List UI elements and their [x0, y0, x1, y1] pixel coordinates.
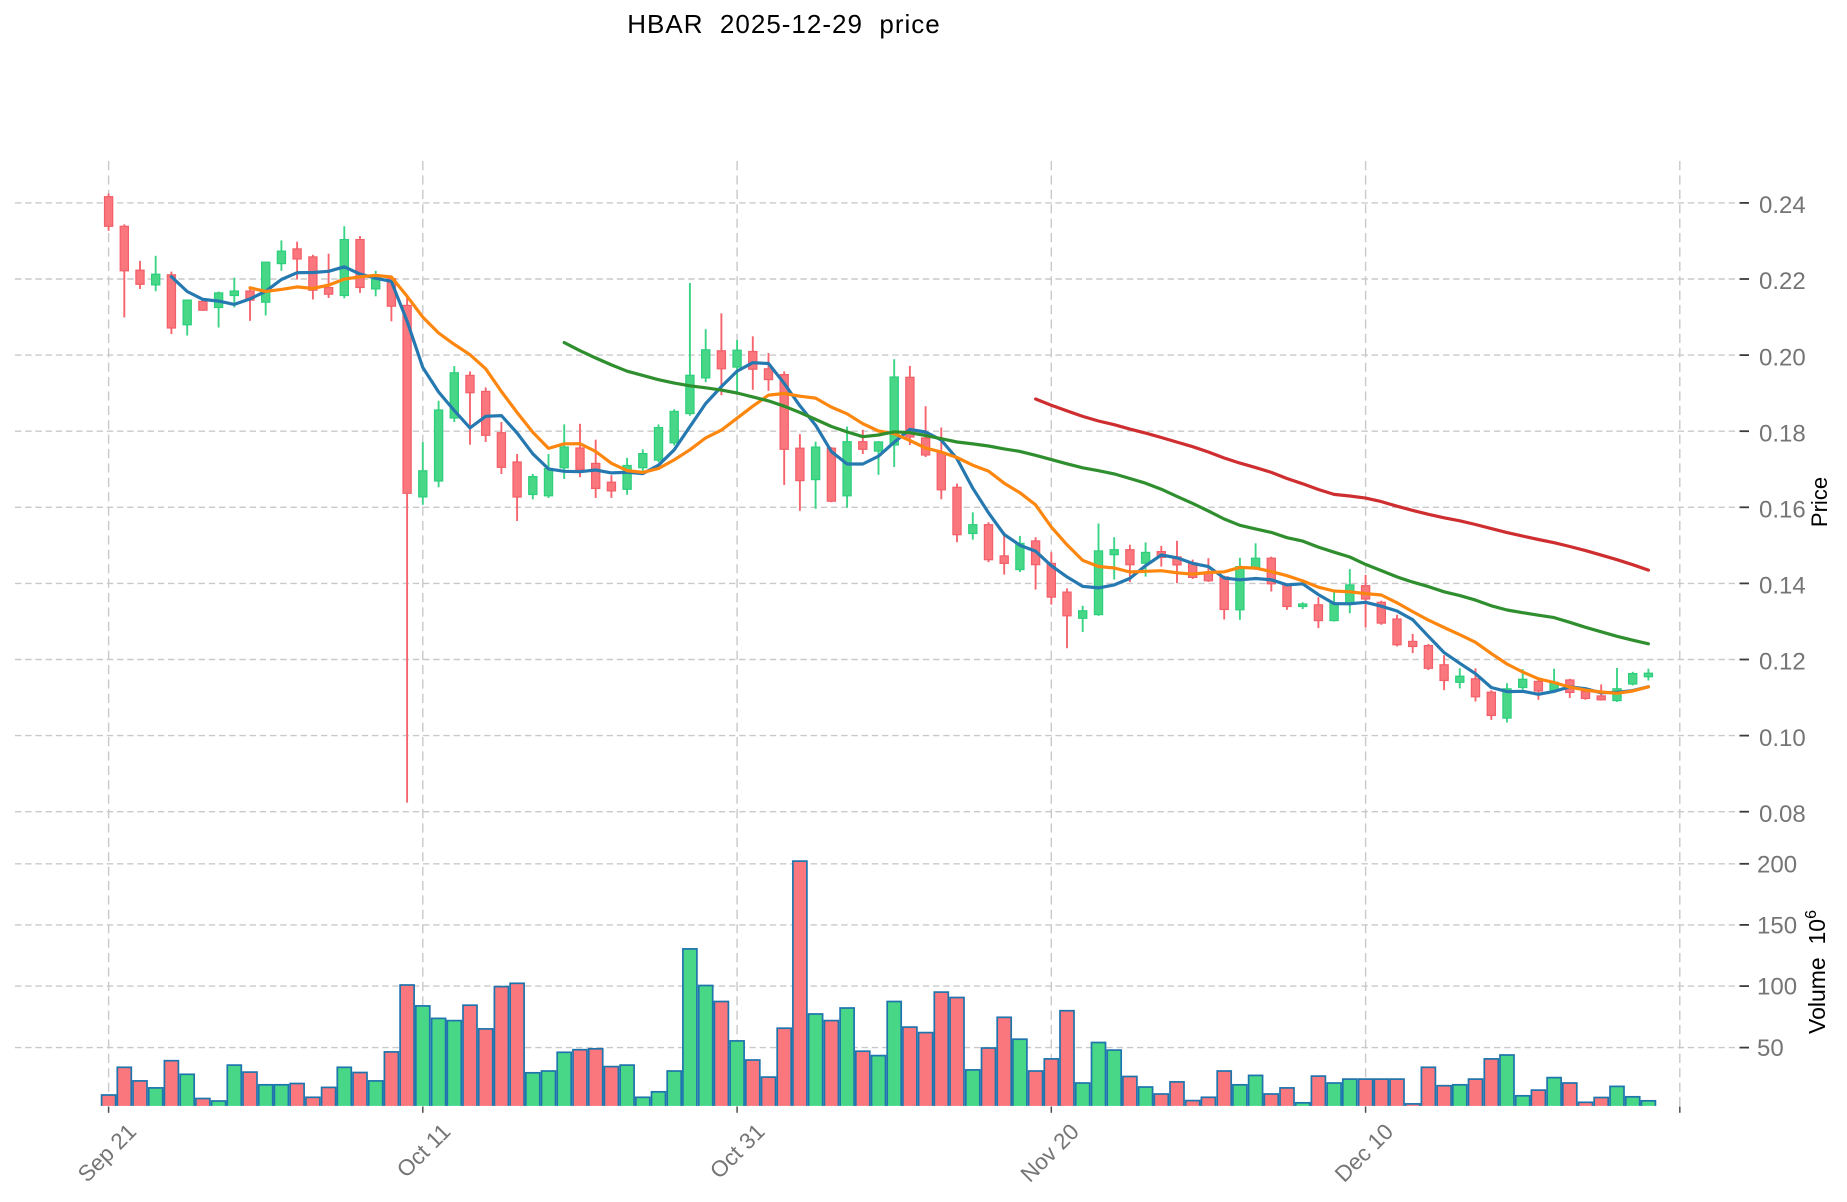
- svg-text:0.10: 0.10: [1759, 725, 1806, 752]
- svg-text:50: 50: [1757, 1035, 1784, 1062]
- svg-text:150: 150: [1757, 912, 1797, 939]
- svg-text:0.20: 0.20: [1759, 344, 1806, 371]
- svg-text:HBAR 2025-12-29 price: HBAR 2025-12-29 price: [627, 9, 940, 39]
- svg-text:0.12: 0.12: [1759, 649, 1806, 676]
- svg-text:Price: Price: [1807, 477, 1832, 527]
- svg-text:0.14: 0.14: [1759, 573, 1806, 600]
- svg-text:0.08: 0.08: [1759, 801, 1806, 828]
- svg-text:Volume 106: Volume 106: [1803, 910, 1830, 1034]
- svg-text:0.22: 0.22: [1759, 268, 1806, 295]
- svg-text:100: 100: [1757, 974, 1797, 1001]
- svg-text:0.24: 0.24: [1759, 192, 1806, 219]
- svg-text:200: 200: [1757, 851, 1797, 878]
- svg-text:0.16: 0.16: [1759, 497, 1806, 524]
- svg-text:0.18: 0.18: [1759, 420, 1806, 447]
